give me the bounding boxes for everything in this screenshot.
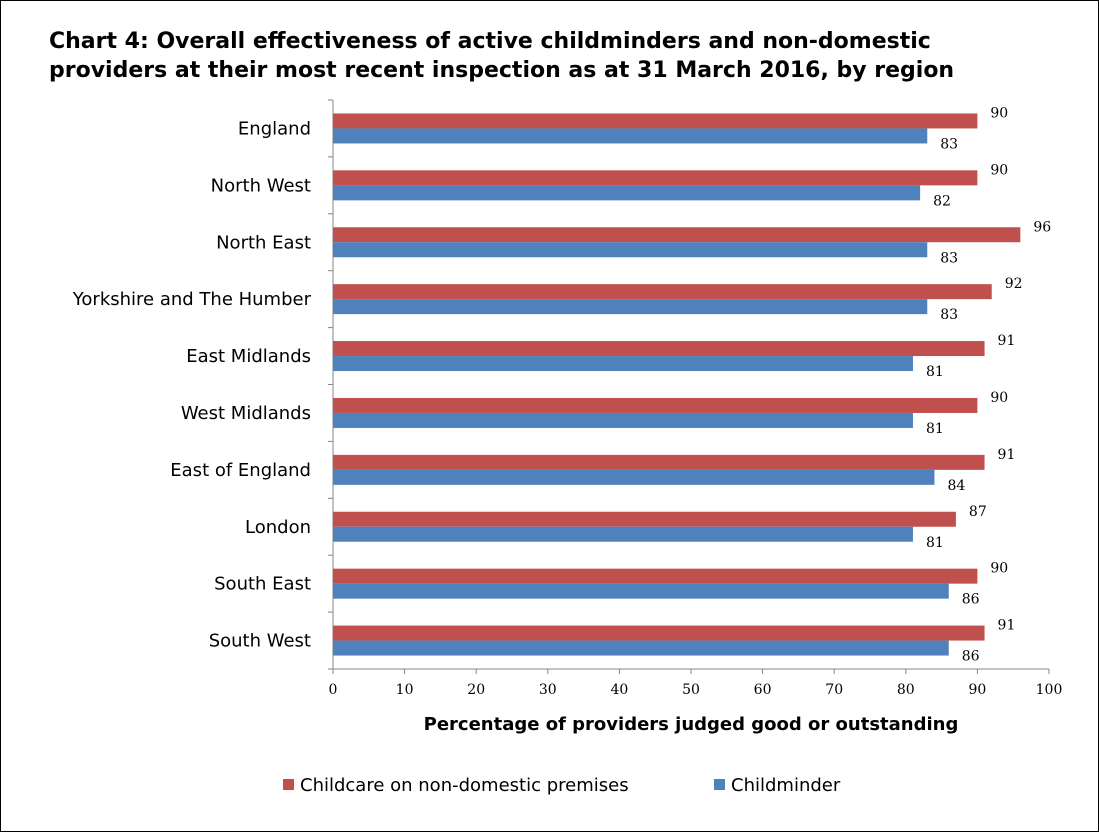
x-tick-label: 30 [539,682,557,698]
x-tick-label: 10 [396,682,414,698]
non-domestic-bar [333,341,985,357]
childminder-bar [333,583,949,599]
non-domestic-bar [333,454,985,470]
data-label: 84 [947,478,965,494]
childminder-bar [333,299,928,315]
x-tick-label: 20 [467,682,485,698]
data-label: 90 [990,162,1008,178]
category-label: East Midlands [186,346,311,367]
category-label: East of England [170,460,311,481]
data-label: 91 [998,447,1016,463]
data-label: 91 [998,618,1016,634]
non-domestic-bar [333,397,978,413]
childminder-bar [333,185,921,201]
data-label: 83 [940,136,958,152]
x-tick-label: 0 [329,682,338,698]
data-label: 92 [1005,276,1023,292]
data-label: 83 [940,307,958,323]
category-label: West Midlands [181,403,311,424]
data-label: 82 [933,193,951,209]
childminder-bar [333,242,928,258]
childminder-bar [333,356,913,372]
category-label: London [245,517,311,538]
non-domestic-bar [333,113,978,129]
non-domestic-bar [333,568,978,584]
childminder-bar [333,526,913,542]
x-tick-label: 60 [754,682,772,698]
data-label: 90 [990,561,1008,577]
x-tick-label: 80 [897,682,915,698]
data-label: 90 [990,105,1008,121]
data-label: 81 [926,364,944,380]
data-label: 91 [998,333,1016,349]
non-domestic-bar [333,625,985,641]
childminder-bar [333,128,928,144]
category-label: South West [209,631,311,652]
data-label: 86 [962,649,980,665]
category-label: North West [211,175,311,196]
childminder-bar [333,640,949,656]
category-label: North East [216,232,311,253]
data-label: 83 [940,250,958,266]
x-tick-label: 100 [1036,682,1063,698]
legend-swatch-childminder [714,779,725,790]
legend-label: Childcare on non-domestic premises [300,775,629,796]
x-tick-label: 70 [825,682,843,698]
x-tick-label: 50 [682,682,700,698]
x-tick-label: 40 [610,682,628,698]
non-domestic-bar [333,227,1021,243]
legend-label: Childminder [731,775,841,796]
non-domestic-bar [333,170,978,186]
x-tick-label: 90 [968,682,986,698]
data-label: 90 [990,390,1008,406]
non-domestic-bar [333,511,956,527]
chart-title-line-2: providers at their most recent inspectio… [49,58,955,83]
data-label: 96 [1033,219,1051,235]
category-label: England [238,118,311,139]
chart-title-line-1: Chart 4: Overall effectiveness of active… [49,29,931,54]
data-label: 81 [926,421,944,437]
childminder-bar [333,412,913,428]
data-label: 86 [962,592,980,608]
category-label: South East [214,574,311,595]
legend-swatch-non-domestic [283,779,294,790]
non-domestic-bar [333,284,992,300]
childminder-bar [333,469,935,485]
category-label: Yorkshire and The Humber [72,289,312,310]
data-label: 87 [969,504,987,520]
chart-title: Chart 4: Overall effectiveness of active… [49,27,1049,85]
data-label: 81 [926,535,944,551]
x-axis-title: Percentage of providers judged good or o… [424,714,959,735]
